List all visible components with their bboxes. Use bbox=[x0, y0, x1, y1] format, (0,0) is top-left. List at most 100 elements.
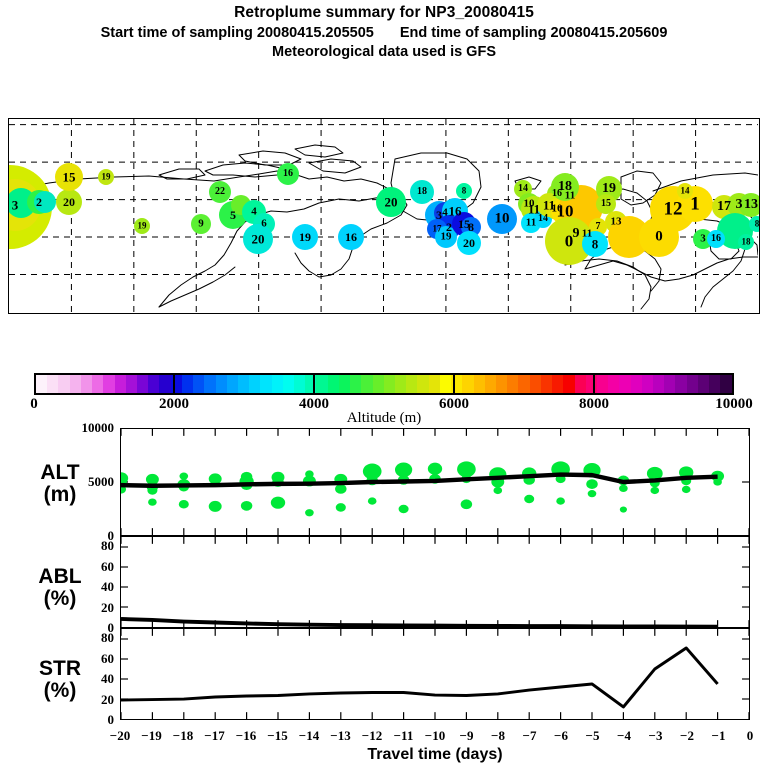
colorbar-band-51 bbox=[608, 375, 620, 393]
colorbar-band-13 bbox=[181, 375, 194, 393]
y-tick-label: 40 bbox=[101, 671, 114, 687]
colorbar-band-27 bbox=[338, 375, 351, 393]
map-blob-label: 8 bbox=[461, 185, 467, 196]
map-plume-blob bbox=[292, 224, 318, 250]
x-tick-label: −9 bbox=[459, 728, 474, 743]
map-blob-label: 3 bbox=[700, 232, 706, 245]
map-plume-blob bbox=[338, 224, 364, 250]
x-tick-label: −18 bbox=[172, 728, 194, 743]
colorbar-band-14 bbox=[193, 375, 205, 393]
map-blob-label: 4 bbox=[442, 206, 448, 219]
alt-bubble bbox=[650, 486, 660, 495]
map-blob-label: 19 bbox=[602, 181, 616, 196]
alt-bubble bbox=[646, 466, 663, 481]
map-blob-label: 6 bbox=[261, 217, 267, 230]
x-tick-label: −12 bbox=[361, 728, 383, 743]
map-blob-label: 9 bbox=[198, 217, 204, 230]
map-coastlines bbox=[9, 119, 758, 312]
map-blob-label: 0 bbox=[655, 228, 663, 245]
colorbar-band-31 bbox=[383, 375, 395, 393]
map-plume-blob bbox=[456, 183, 472, 199]
map-plume-blob bbox=[487, 204, 517, 234]
x-axis-title: Travel time (days) bbox=[367, 746, 503, 763]
alt-bubble bbox=[240, 500, 253, 511]
colorbar-band-35 bbox=[428, 375, 440, 393]
colorbar-band-52 bbox=[619, 375, 631, 393]
y-tick-label: 60 bbox=[101, 558, 114, 574]
map-blob-label: 17 bbox=[432, 223, 442, 234]
colorbar-band-54 bbox=[641, 375, 654, 393]
map-plume-blob bbox=[596, 194, 616, 214]
map-blob-label: 8 bbox=[591, 236, 599, 252]
alt-bubble bbox=[587, 490, 597, 498]
colorbar-band-20 bbox=[260, 375, 272, 393]
str-name: STR bbox=[39, 657, 81, 680]
alt-bubble bbox=[367, 497, 377, 505]
colorbar-band-5 bbox=[92, 375, 104, 393]
colorbar-band-42 bbox=[507, 375, 519, 393]
colorbar-tick-label: 2000 bbox=[159, 396, 189, 412]
map-blob-label: 10 bbox=[523, 197, 535, 210]
sampling-time-line: Start time of sampling 20080415.205505 En… bbox=[0, 25, 768, 41]
colorbar-band-23 bbox=[294, 375, 306, 393]
colorbar-band-39 bbox=[473, 375, 485, 393]
colorbar-band-9 bbox=[136, 375, 149, 393]
colorbar-band-34 bbox=[417, 375, 429, 393]
x-tick-label: −2 bbox=[680, 728, 694, 743]
colorbar-band-49 bbox=[585, 375, 597, 393]
x-tick-label: −17 bbox=[204, 728, 225, 743]
map-blob-label: 19 bbox=[137, 220, 147, 231]
y-tick-label: 20 bbox=[101, 691, 114, 707]
alt-name: ALT bbox=[40, 461, 80, 484]
colorbar-separator bbox=[173, 373, 175, 395]
altitude-colorbar bbox=[34, 373, 734, 395]
alt-bubble bbox=[270, 496, 286, 509]
map-blob-label: 14 bbox=[680, 185, 690, 196]
alt-bubble bbox=[619, 506, 627, 513]
map-blob-label: 14 bbox=[538, 213, 548, 224]
colorbar-band-2 bbox=[58, 375, 70, 393]
alt-bubble bbox=[427, 462, 443, 475]
x-tick-label: −11 bbox=[393, 728, 414, 743]
row-label-abl: ABL (%) bbox=[8, 565, 112, 610]
alt-bubble bbox=[208, 500, 222, 512]
map-blob-label: 14 bbox=[518, 183, 528, 194]
abl-plot bbox=[121, 537, 749, 627]
colorbar-band-25 bbox=[316, 375, 328, 393]
colorbar-band-19 bbox=[249, 375, 261, 393]
colorbar-band-16 bbox=[215, 375, 227, 393]
colorbar-band-44 bbox=[529, 375, 541, 393]
map-blob-label: 2 bbox=[446, 220, 452, 234]
x-tick-label: −5 bbox=[585, 728, 600, 743]
map-blob-label: 1 bbox=[690, 193, 700, 215]
colorbar-band-4 bbox=[80, 375, 93, 393]
map-plume-blob bbox=[739, 193, 759, 217]
x-tick-label: −15 bbox=[267, 728, 288, 743]
x-tick-label: −14 bbox=[298, 728, 320, 743]
colorbar-band-60 bbox=[709, 375, 721, 393]
x-tick-label: −6 bbox=[554, 728, 568, 743]
x-tick-label: −10 bbox=[424, 728, 446, 743]
colorbar-band-28 bbox=[350, 375, 362, 393]
map-blob-label: 3 bbox=[11, 197, 19, 213]
x-tick-label: 0 bbox=[746, 728, 754, 743]
row-label-str: STR (%) bbox=[8, 657, 112, 702]
x-tick-label: −4 bbox=[617, 728, 631, 743]
map-blob-label: 10 bbox=[556, 201, 574, 221]
colorbar-band-59 bbox=[697, 375, 710, 393]
y-tick-label: 60 bbox=[101, 650, 114, 666]
colorbar-band-50 bbox=[596, 375, 609, 393]
map-plume-blob bbox=[677, 183, 693, 199]
y-tick-label: 0 bbox=[107, 712, 115, 727]
alt-bubble bbox=[148, 498, 157, 506]
x-tick-label: −8 bbox=[491, 728, 505, 743]
alt-bubble bbox=[179, 472, 189, 480]
y-tick-label: 10000 bbox=[81, 420, 115, 435]
map-blob-label: 5 bbox=[230, 208, 236, 222]
colorbar-band-1 bbox=[47, 375, 59, 393]
map-blob-label: 16 bbox=[283, 168, 293, 179]
map-plume-blob bbox=[551, 173, 579, 201]
map-blob-label: 10 bbox=[494, 210, 510, 227]
map-blob-label: 15 bbox=[601, 198, 611, 209]
map-blob-label: 16 bbox=[552, 188, 562, 199]
